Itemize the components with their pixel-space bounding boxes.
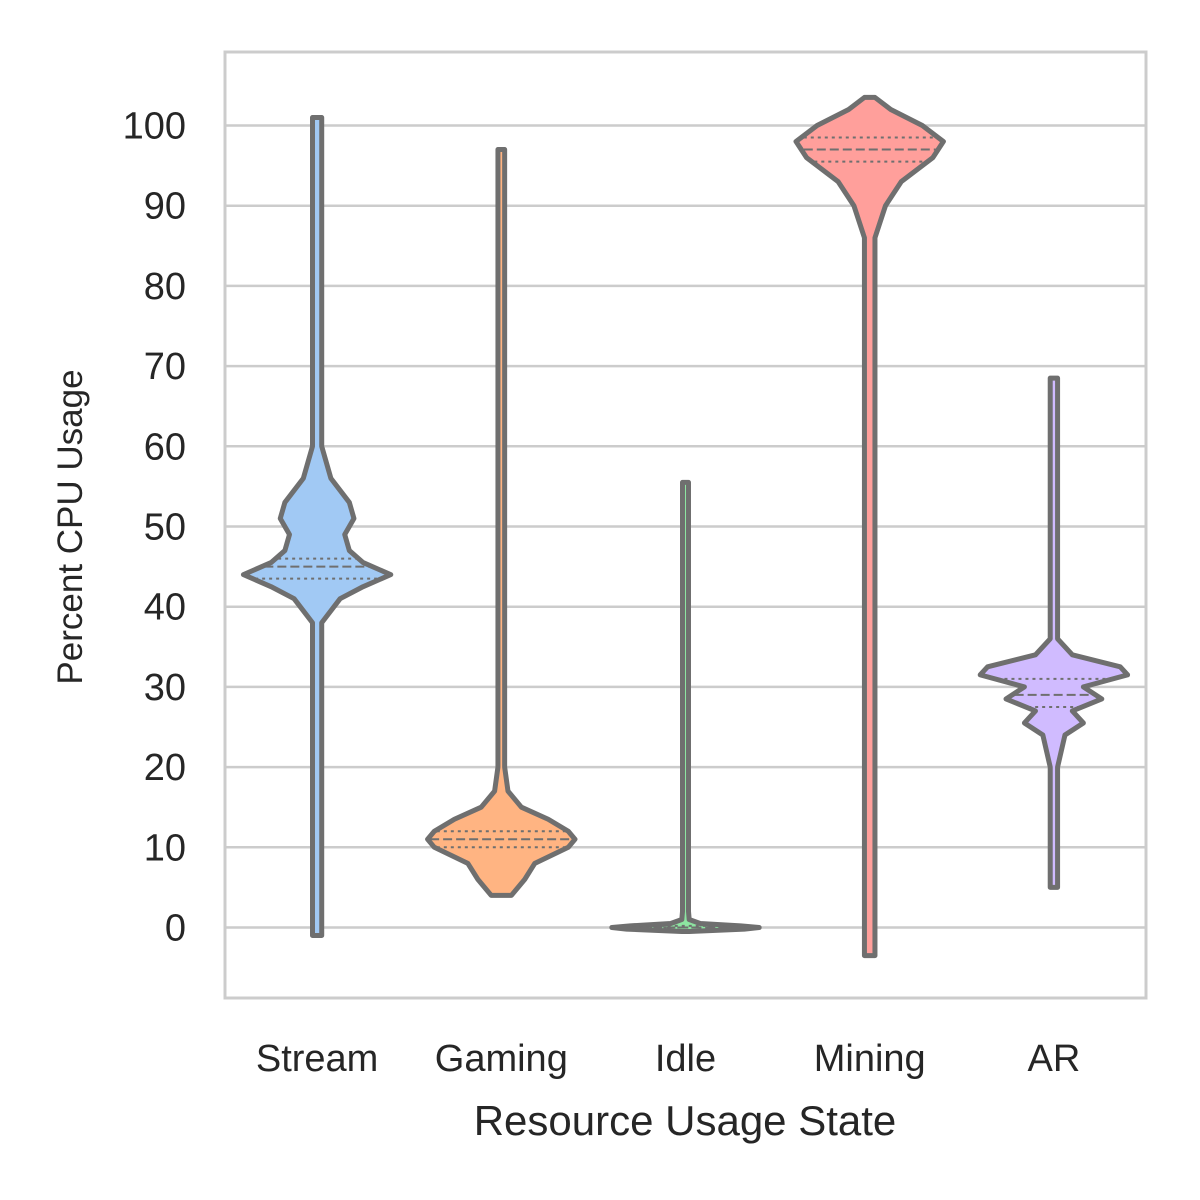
y-tick-label: 40: [144, 587, 186, 629]
violin-body: [977, 375, 1131, 890]
violin-stream: [240, 114, 394, 939]
y-tick-label: 20: [144, 747, 186, 789]
violin-gaming: [425, 147, 578, 898]
plot-frame: [223, 50, 1148, 1000]
violin-mining: [793, 94, 946, 959]
x-tick-label: Mining: [814, 1038, 926, 1080]
x-tick-labels: Stream Gaming Idle Mining AR: [256, 1038, 1080, 1080]
violin-idle: [609, 479, 762, 935]
x-tick-label: Stream: [256, 1038, 378, 1080]
violin-body: [609, 479, 762, 935]
y-tick-label: 50: [144, 507, 186, 549]
x-tick-label: Idle: [655, 1038, 716, 1080]
y-tick-labels: 0 10 20 30 40 50 60 70 80 90 100: [123, 106, 186, 950]
x-tick-label: AR: [1028, 1038, 1081, 1080]
y-tick-label: 10: [144, 827, 186, 869]
y-tick-label: 30: [144, 667, 186, 709]
y-tick-label: 100: [123, 106, 186, 148]
y-tick-label: 0: [165, 908, 186, 950]
violins: [240, 94, 1131, 959]
y-tick-label: 80: [144, 266, 186, 308]
violin-body: [793, 94, 946, 959]
y-tick-label: 60: [144, 426, 186, 468]
violin-ar: [977, 375, 1131, 890]
y-tick-label: 70: [144, 346, 186, 388]
y-tick-label: 90: [144, 186, 186, 228]
violin-body: [240, 114, 394, 939]
x-axis-label: Resource Usage State: [474, 1097, 897, 1144]
y-axis-label: Percent CPU Usage: [51, 369, 90, 684]
violin-body: [425, 147, 578, 898]
x-tick-label: Gaming: [435, 1038, 568, 1080]
